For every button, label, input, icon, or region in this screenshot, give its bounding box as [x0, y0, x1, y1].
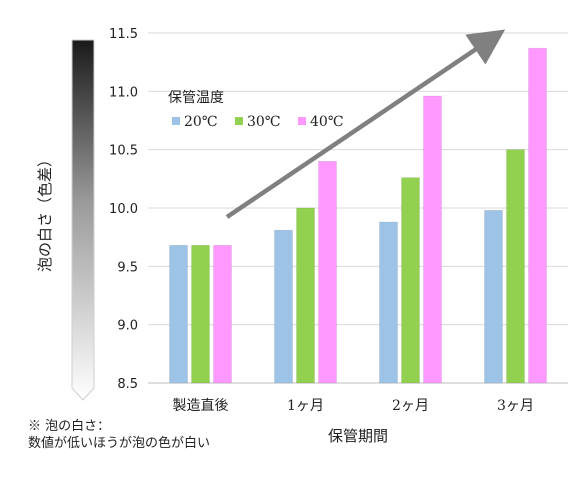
- y-tick-label: 11.5: [109, 27, 138, 42]
- y-tick-label: 9.0: [117, 319, 138, 334]
- legend: 保管温度 20℃ 30℃ 40℃: [168, 90, 343, 130]
- legend-label: 30℃: [247, 114, 280, 130]
- x-axis-title: 保管期間: [328, 427, 388, 445]
- x-tick-label: 製造直後: [173, 397, 229, 414]
- y-tick-label: 11.0: [109, 85, 138, 100]
- legend-swatch: [172, 117, 180, 125]
- y-tick-label: 10.5: [109, 144, 138, 159]
- bar-40℃-製造直後: [213, 245, 232, 384]
- y-tick-label: 9.5: [117, 260, 138, 275]
- x-tick-label: 1ヶ月: [287, 398, 324, 414]
- legend-swatch: [298, 117, 306, 125]
- legend-label: 40℃: [310, 114, 343, 130]
- legend-swatch: [235, 117, 243, 125]
- bar-30℃-2ヶ月: [401, 177, 420, 384]
- legend-label: 20℃: [184, 114, 217, 130]
- x-tick-label: 2ヶ月: [392, 398, 429, 414]
- y-tick-label: 10.0: [109, 202, 138, 217]
- bar-20℃-2ヶ月: [379, 221, 398, 384]
- trend-arrow: [225, 29, 506, 219]
- bar-20℃-3ヶ月: [484, 210, 503, 384]
- y-axis-title: 泡の白さ（色差）: [36, 152, 54, 272]
- bar-40℃-3ヶ月: [528, 47, 547, 384]
- footnote-line-1: ※ 泡の白さ：: [28, 419, 111, 434]
- bar-40℃-1ヶ月: [318, 161, 337, 384]
- x-tick-label: 3ヶ月: [497, 398, 534, 414]
- bar-40℃-2ヶ月: [423, 95, 442, 384]
- bar-20℃-製造直後: [169, 245, 188, 384]
- footnote: ※ 泡の白さ： 数値が低いほうが泡の色が白い: [28, 418, 210, 452]
- bar-20℃-1ヶ月: [274, 229, 293, 384]
- y-tick-label: 8.5: [117, 377, 138, 392]
- footnote-line-2: 数値が低いほうが泡の色が白い: [28, 436, 211, 451]
- whiteness-scale-gradient: [71, 39, 95, 401]
- bar-30℃-3ヶ月: [506, 149, 525, 384]
- legend-title: 保管温度: [168, 90, 224, 106]
- bar-30℃-製造直後: [191, 245, 210, 384]
- bar-30℃-1ヶ月: [296, 207, 315, 384]
